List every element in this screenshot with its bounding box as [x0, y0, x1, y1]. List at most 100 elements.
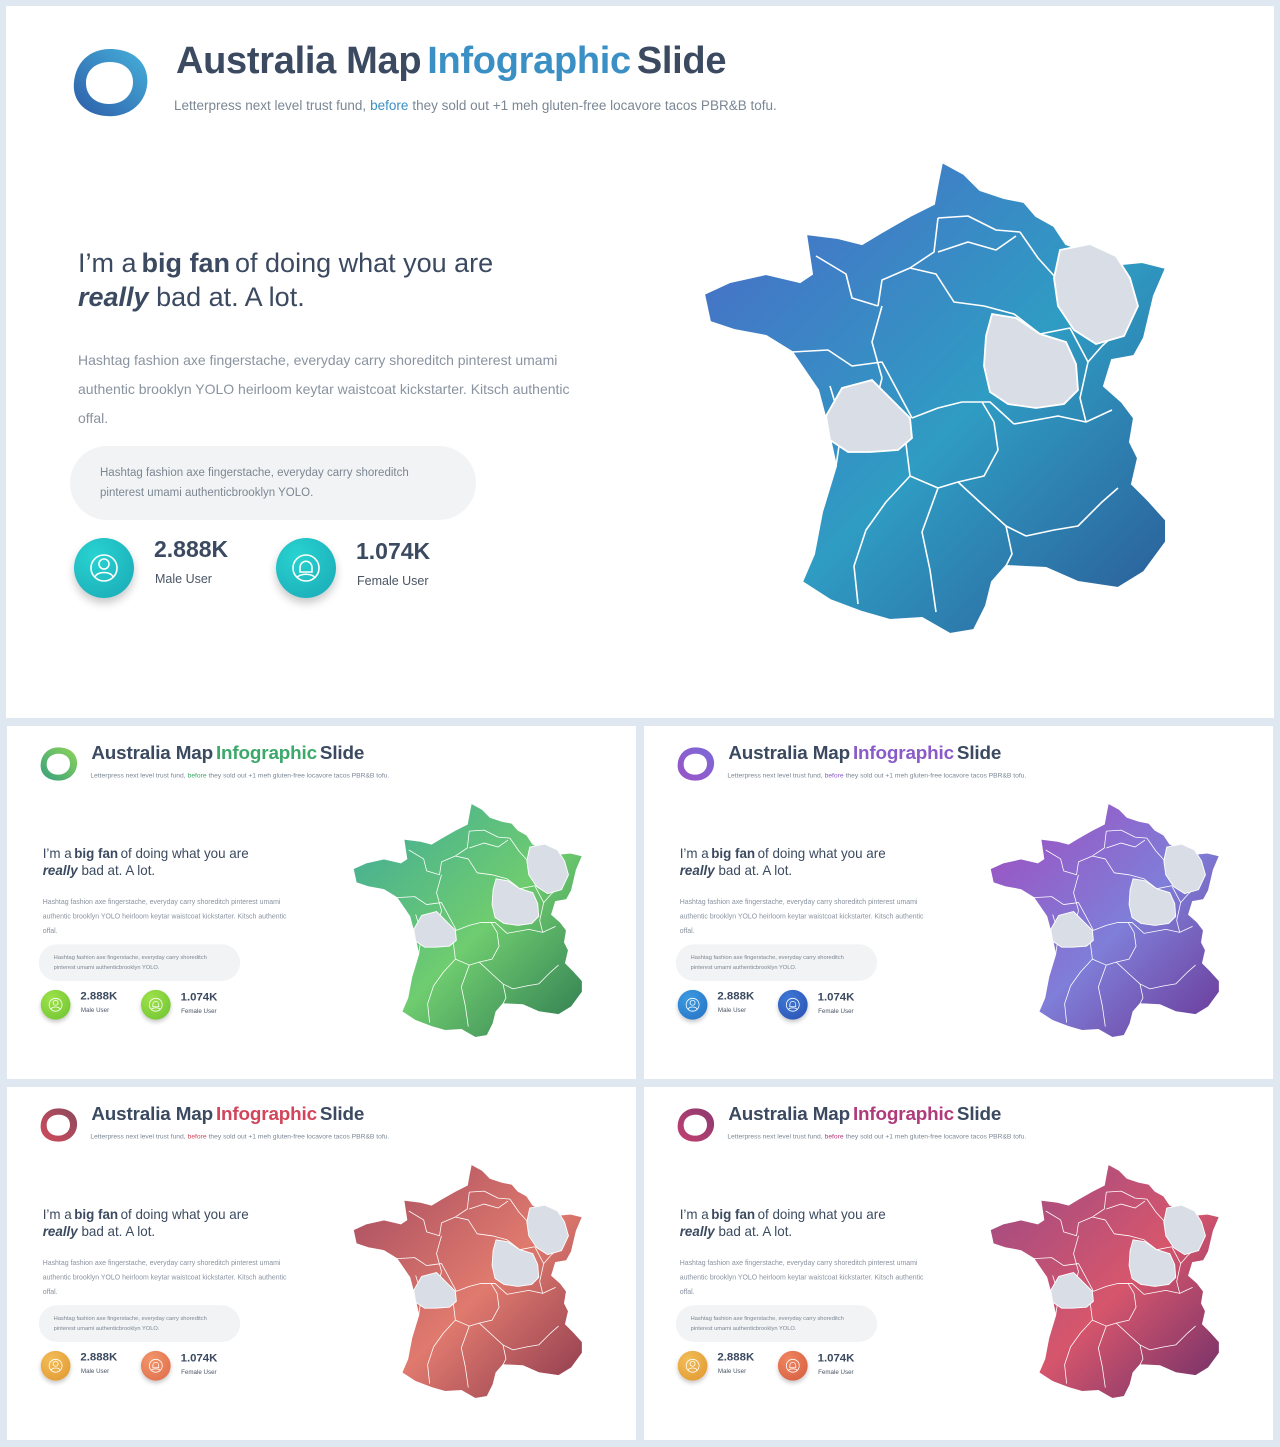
- female-user-label: Female User: [181, 1007, 217, 1015]
- map-highlighted-region: [983, 312, 1079, 409]
- map-highlighted-region: [526, 1204, 569, 1256]
- map-highlighted-region: [491, 878, 540, 926]
- male-user-value: 2.888K: [717, 988, 755, 1002]
- map-country-outline: [352, 802, 584, 1039]
- female-user-label: Female User: [181, 1368, 217, 1376]
- france-region-map: [352, 802, 584, 1039]
- quote-box: Hashtag fashion axe fingerstache, everyd…: [675, 944, 878, 981]
- slide-title: Australia MapInfographicSlide: [728, 742, 1002, 764]
- female-user-value: 1.074K: [817, 1350, 855, 1364]
- map-highlighted-region: [1053, 243, 1139, 345]
- body-paragraph: Hashtag fashion axe fingerstache, everyd…: [42, 897, 287, 935]
- subtitle-highlight: before: [824, 1132, 844, 1141]
- map-highlighted-region: [1128, 1239, 1177, 1287]
- france-region-map: [702, 160, 1168, 636]
- female-user-icon: [276, 538, 336, 598]
- slide-heading: I’m abig fanof doing what you are really…: [679, 846, 886, 878]
- map-highlighted-region: [1050, 1272, 1094, 1309]
- subtitle-highlight: before: [187, 1132, 207, 1141]
- female-user-label: Female User: [818, 1007, 854, 1015]
- quote-box: Hashtag fashion axe fingerstache, everyd…: [675, 1305, 878, 1342]
- map-country-outline: [989, 802, 1221, 1039]
- slide-heading: I’m abig fanof doing what you are really…: [679, 1207, 886, 1239]
- ring-logo-icon: [73, 49, 148, 117]
- slide-heading: I’m abig fanof doing what you are really…: [42, 846, 249, 878]
- female-user-icon: [777, 989, 808, 1020]
- map-highlighted-region: [1128, 878, 1177, 926]
- slide-subtitle: Letterpress next level trust fund, before…: [727, 1132, 1027, 1141]
- male-user-icon: [677, 1350, 708, 1381]
- male-user-icon: [40, 989, 71, 1020]
- title-accent: Infographic: [215, 1103, 317, 1125]
- male-user-icon: [677, 989, 708, 1020]
- male-user-label: Male User: [717, 1367, 747, 1375]
- male-user-icon: [40, 1350, 71, 1381]
- ring-logo-icon: [40, 747, 78, 781]
- slide-subtitle: Letterpress next level trust fund, before…: [727, 771, 1027, 780]
- ring-logo-icon: [40, 1108, 78, 1142]
- slide-subtitle: Letterpress next level trust fund, before…: [174, 98, 777, 113]
- slide-main: Australia Map Infographic Slide Letterpres…: [6, 6, 1274, 718]
- body-paragraph: Hashtag fashion axe fingerstache, everyd…: [78, 352, 570, 426]
- body-paragraph: Hashtag fashion axe fingerstache, everyd…: [679, 897, 924, 935]
- female-user-value: 1.074K: [180, 1350, 218, 1364]
- slide-thumbnail-red: Australia MapInfographicSlide Letterpres…: [7, 1087, 636, 1440]
- france-region-map: [352, 1163, 584, 1400]
- title-accent: Infographic: [215, 742, 317, 764]
- male-user-value: 2.888K: [154, 536, 229, 562]
- female-user-label: Female User: [818, 1368, 854, 1376]
- female-user-value: 1.074K: [817, 989, 855, 1003]
- map-country-outline: [352, 1163, 584, 1400]
- slide-thumbnail-magenta: Australia MapInfographicSlide Letterpres…: [644, 1087, 1273, 1440]
- slide-heading: I’m abig fanof doing what you are really…: [42, 1207, 249, 1239]
- slide-thumbnail-purple: Australia MapInfographicSlide Letterpres…: [644, 726, 1273, 1079]
- map-highlighted-region: [526, 843, 569, 895]
- ring-logo-icon: [677, 1108, 715, 1142]
- slide-title: Australia MapInfographicSlide: [91, 1103, 365, 1125]
- france-region-map: [989, 802, 1221, 1039]
- quote-box: Hashtag fashion axe fingerstache, everyd…: [70, 446, 476, 520]
- subtitle-highlight: before: [187, 771, 207, 780]
- male-user-icon: [74, 538, 134, 598]
- female-user-icon: [777, 1350, 808, 1381]
- map-highlighted-region: [1163, 1204, 1206, 1256]
- male-user-value: 2.888K: [80, 988, 118, 1002]
- map-highlighted-region: [413, 911, 457, 948]
- map-highlighted-region: [413, 1272, 457, 1309]
- female-user-value: 1.074K: [180, 989, 218, 1003]
- body-paragraph: Hashtag fashion axe fingerstache, everyd…: [679, 1258, 924, 1296]
- map-highlighted-region: [825, 378, 913, 453]
- male-user-value: 2.888K: [717, 1349, 755, 1363]
- male-user-label: Male User: [155, 572, 212, 586]
- female-user-icon: [140, 989, 171, 1020]
- slide-title: Australia MapInfographicSlide: [728, 1103, 1002, 1125]
- male-user-value: 2.888K: [80, 1349, 118, 1363]
- map-highlighted-region: [1163, 843, 1206, 895]
- subtitle-highlight: before: [824, 771, 844, 780]
- title-accent: Infographic: [852, 742, 954, 764]
- subtitle-highlight: before: [370, 98, 409, 113]
- map-country-outline: [702, 160, 1168, 636]
- slide-subtitle: Letterpress next level trust fund, before…: [90, 1132, 390, 1141]
- title-accent: Infographic: [852, 1103, 954, 1125]
- france-region-map: [989, 1163, 1221, 1400]
- male-user-label: Male User: [80, 1367, 110, 1375]
- male-user-label: Male User: [80, 1006, 110, 1014]
- female-user-label: Female User: [357, 574, 429, 588]
- map-highlighted-region: [1050, 911, 1094, 948]
- quote-box: Hashtag fashion axe fingerstache, everyd…: [38, 944, 241, 981]
- ring-logo-icon: [677, 747, 715, 781]
- slide-subtitle: Letterpress next level trust fund, before…: [90, 771, 390, 780]
- male-user-label: Male User: [717, 1006, 747, 1014]
- female-user-icon: [140, 1350, 171, 1381]
- female-user-value: 1.074K: [356, 538, 431, 564]
- title-accent: Infographic: [427, 40, 631, 82]
- map-highlighted-region: [491, 1239, 540, 1287]
- slide-title: Australia MapInfographicSlide: [91, 742, 365, 764]
- quote-box: Hashtag fashion axe fingerstache, everyd…: [38, 1305, 241, 1342]
- slide-thumbnail-green: Australia MapInfographicSlide Letterpres…: [7, 726, 636, 1079]
- map-country-outline: [989, 1163, 1221, 1400]
- body-paragraph: Hashtag fashion axe fingerstache, everyd…: [42, 1258, 287, 1296]
